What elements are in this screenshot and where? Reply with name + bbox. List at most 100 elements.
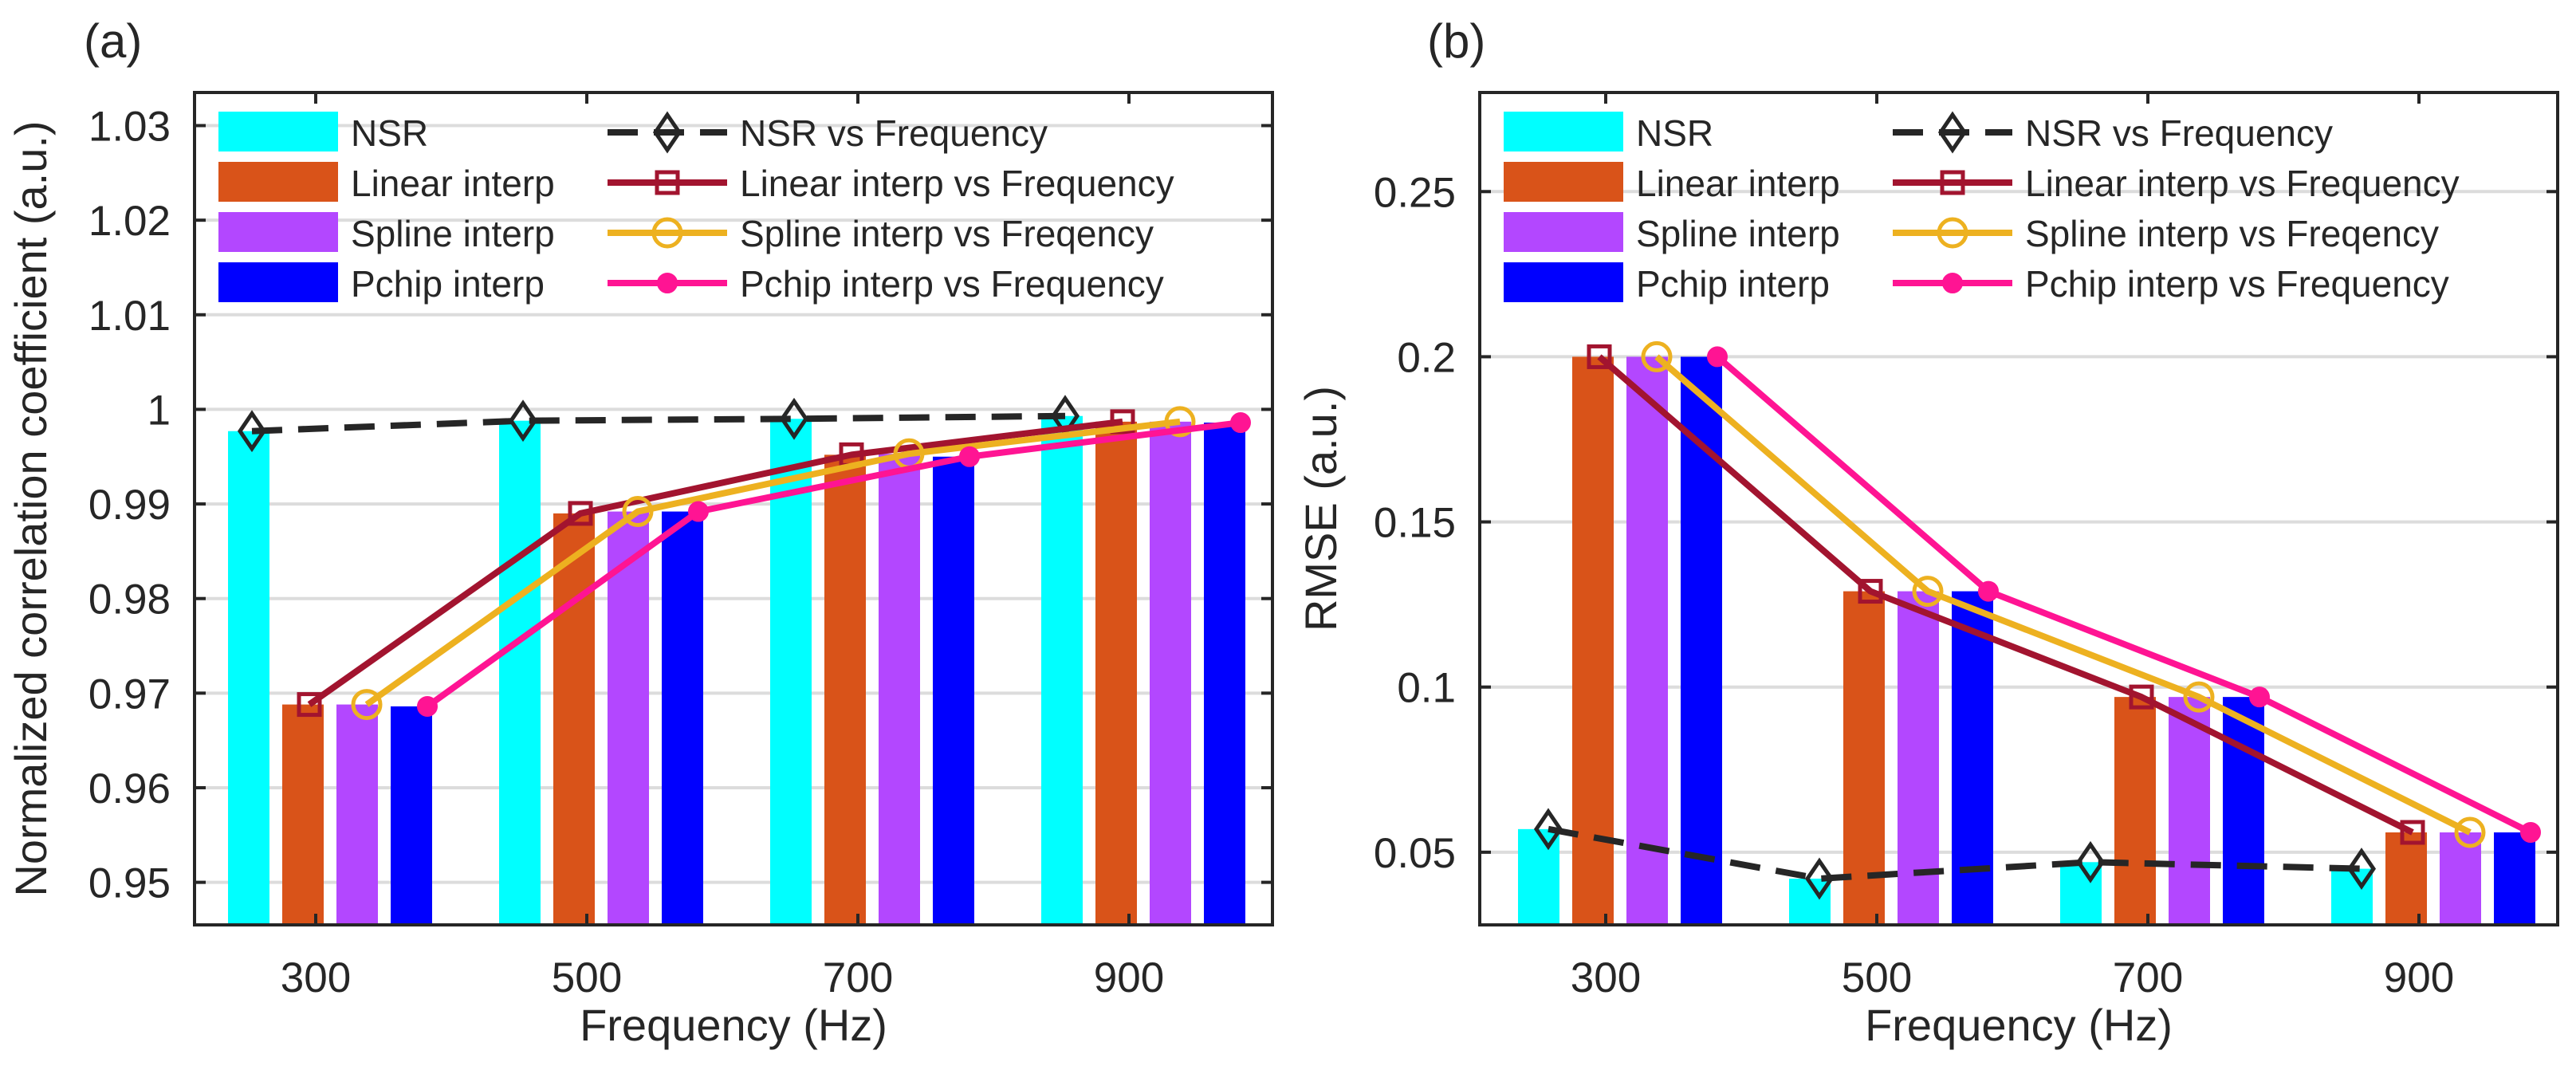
series-marker-700 (959, 446, 980, 467)
y-tick-label: 1.02 (88, 198, 171, 245)
bar-spline-interp-300 (336, 704, 378, 925)
legend-marker (1942, 273, 1963, 293)
series-line-spline-interp-vs-freqency (1654, 354, 2472, 836)
bar-linear-interp-500 (553, 513, 595, 925)
panel-label: (b) (1427, 14, 1485, 68)
series-marker-500 (1912, 576, 1944, 608)
legend-label: Pchip interp (1636, 263, 1830, 305)
bar-linear-interp-900 (2385, 832, 2427, 925)
series-marker-500 (508, 399, 538, 443)
x-axis-label: Frequency (Hz) (1865, 1000, 2173, 1050)
series-marker-300 (1587, 344, 1612, 369)
bar-linear-interp-700 (824, 454, 866, 925)
x-axis-label: Frequency (Hz) (580, 1000, 887, 1050)
bar-nsr-300 (1518, 828, 1559, 925)
legend-marker (1937, 111, 1968, 154)
panel-a: 0.95 0.96 0.97 0.98 0.99 1 1.01 1.02 1.03 300 500 7… (6, 14, 1274, 1050)
legend-label: NSR (351, 112, 428, 154)
series-marker-700 (2075, 840, 2106, 883)
series-marker-300 (1641, 340, 1673, 372)
series-line-pchip-interp-vs-frequency (425, 419, 1241, 710)
bar-nsr-500 (499, 420, 541, 925)
legend-swatch (1504, 112, 1623, 151)
axes-box (1478, 91, 2559, 926)
legend-label: Linear interp vs Frequency (2025, 163, 2460, 204)
series-marker-300 (417, 695, 438, 717)
y-tick-label: 1.03 (88, 104, 171, 151)
series-marker-900 (2454, 816, 2486, 848)
legend-marker (657, 273, 678, 293)
series-marker-700 (779, 397, 809, 440)
series-marker-300 (297, 692, 322, 718)
legend-label: Pchip interp vs Frequency (2025, 263, 2449, 305)
series-marker-700 (2183, 681, 2215, 713)
legend: NSR Linear interp Spline interp Pchip inter… (1504, 111, 2460, 305)
bar-nsr-900 (1041, 415, 1083, 925)
series-line-linear-interp-vs-frequency (1597, 354, 2414, 836)
series-marker-500 (1858, 579, 1883, 604)
bar-pchip-interp-700 (2223, 697, 2264, 925)
series-marker-500 (622, 496, 654, 528)
y-tick-label: 1.01 (88, 293, 171, 340)
bar-pchip-interp-900 (1204, 423, 1245, 925)
legend-marker (1937, 217, 1968, 249)
series-marker-700 (2129, 684, 2154, 710)
legend-swatch (218, 212, 338, 252)
series-marker-300 (237, 410, 267, 453)
x-tick-label: 500 (1842, 954, 1912, 1001)
y-tick-label: 0.1 (1397, 665, 1456, 712)
series-marker-500 (1804, 857, 1835, 900)
series-marker-500 (568, 501, 593, 526)
legend-marker (652, 111, 682, 154)
legend-marker (651, 217, 683, 249)
bar-pchip-interp-700 (933, 456, 974, 925)
legend-label: Spline interp vs Freqency (740, 213, 1154, 254)
bar-spline-interp-700 (2169, 697, 2210, 925)
panel-label: (a) (84, 14, 142, 68)
axes-box (193, 91, 1274, 926)
bar-linear-interp-900 (1095, 421, 1137, 925)
legend-label: NSR (1636, 112, 1713, 154)
legend-label: Pchip interp (351, 263, 545, 305)
legend-label: NSR vs Frequency (2025, 112, 2333, 154)
x-tick-label: 900 (1094, 954, 1164, 1001)
series-line-spline-interp-vs-freqency (364, 418, 1181, 707)
series-marker-900 (1230, 412, 1251, 434)
legend-label: Linear interp (351, 163, 555, 204)
bar-spline-interp-500 (608, 511, 649, 925)
y-tick-label: 0.98 (88, 576, 171, 624)
bar-spline-interp-900 (1150, 421, 1191, 925)
bar-spline-interp-900 (2440, 832, 2481, 925)
bar-nsr-300 (228, 431, 269, 925)
legend-label: Spline interp (1636, 213, 1840, 254)
legend-label: Linear interp (1636, 163, 1840, 204)
x-tick-label: 300 (281, 954, 351, 1001)
bar-pchip-interp-300 (1681, 356, 1722, 925)
y-tick-label: 0.96 (88, 765, 171, 812)
y-tick-label: 0.97 (88, 671, 171, 718)
series-marker-700 (2249, 686, 2270, 708)
series-marker-900 (2520, 822, 2541, 843)
x-tick-label: 700 (2113, 954, 2183, 1001)
bar-pchip-interp-500 (662, 511, 703, 925)
panel-b: 0.05 0.1 0.15 0.2 0.25 300 500 700 900 Frequency … (1296, 14, 2559, 1050)
legend-label: Spline interp vs Freqency (2025, 213, 2439, 254)
series-marker-300 (1707, 346, 1728, 368)
x-tick-label: 300 (1571, 954, 1641, 1001)
y-tick-label: 0.95 (88, 860, 171, 907)
legend-swatch (1504, 262, 1623, 302)
series-marker-900 (2346, 848, 2377, 891)
series-marker-500 (1978, 580, 1999, 602)
legend-label: Linear interp vs Frequency (740, 163, 1174, 204)
series-marker-900 (1110, 409, 1135, 435)
y-tick-label: 0.25 (1374, 169, 1456, 216)
legend-swatch (1504, 212, 1623, 252)
legend-label: Pchip interp vs Frequency (740, 263, 1164, 305)
bar-nsr-500 (1789, 879, 1831, 925)
series-marker-300 (351, 689, 383, 721)
bar-linear-interp-300 (1572, 356, 1614, 925)
x-tick-label: 700 (823, 954, 893, 1001)
series-line-linear-interp-vs-frequency (307, 418, 1123, 707)
y-tick-label: 0.15 (1374, 500, 1456, 547)
